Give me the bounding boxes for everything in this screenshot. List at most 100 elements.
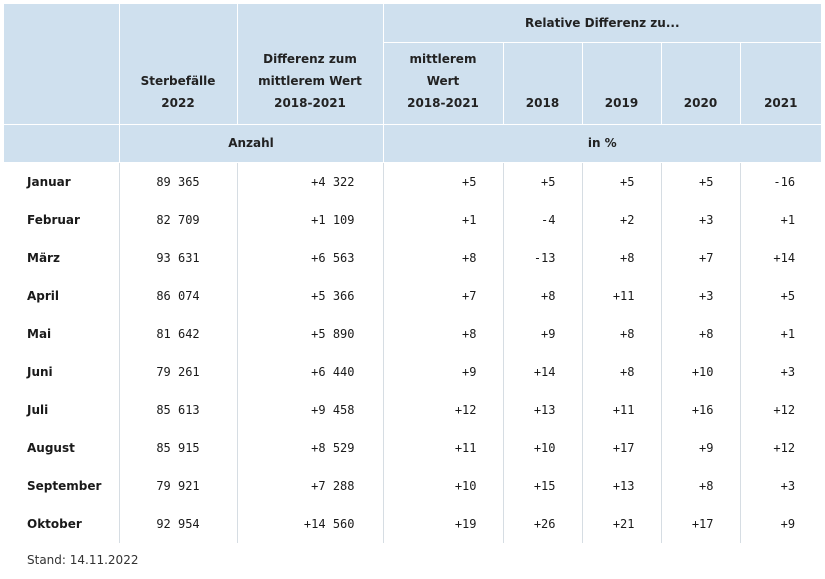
header-mittlerem-line1: mittlerem [409,51,477,66]
cell-difference: +8 529 [237,428,384,467]
cell-rel-2021: +3 [780,364,796,379]
cell-rel-mean: +10 [383,466,504,505]
cell-month: Juni [4,352,120,391]
cell-rel-2020: +16 [661,390,741,429]
cell-count: 92 954 [119,504,238,543]
header-unit-percent: in % [383,124,822,163]
header-year-2021: 2021 [740,42,822,125]
cell-rel-2019: +21 [582,504,662,543]
table-row: Oktober 92 954 +14 560 +19 +26 +21 +17 +9 [4,504,821,543]
header-year-2019: 2019 [582,42,662,125]
cell-count: 85 613 [119,390,238,429]
cell-rel-mean: +12 [383,390,504,429]
cell-rel-2021: -16 [773,174,796,189]
table-row: Juli 85 613 +9 458 +12 +13 +11 +16 +12 [4,390,821,429]
cell-rel-2018: -13 [503,238,583,277]
cell-rel-mean: +1 [383,200,504,239]
cell-rel-mean: +7 [383,276,504,315]
cell-rel-2018: -4 [503,200,583,239]
cell-month: Februar [4,200,120,239]
header-mittlerem-line3: 2018-2021 [407,95,479,110]
cell-rel-2018: +13 [503,390,583,429]
cell-count: 79 261 [119,352,238,391]
header-year-2020: 2020 [661,42,741,125]
table-row: Juni 79 261 +6 440 +9 +14 +8 +10 +3 [4,352,821,391]
header-unit-anzahl: Anzahl [119,124,384,163]
cell-rel-mean: +8 [383,238,504,277]
cell-month: Oktober [4,504,120,543]
cell-rel-2020: +5 [661,162,741,201]
cell-rel-2020: +3 [661,200,741,239]
header-relative-differenz: Relative Differenz zu... [383,4,822,43]
cell-count: 85 915 [119,428,238,467]
cell-rel-2021: +3 [780,478,796,493]
cell-difference: +4 322 [237,162,384,201]
cell-rel-2018: +9 [503,314,583,353]
cell-rel-2018: +5 [503,162,583,201]
cell-month: Januar [4,162,120,201]
cell-rel-2019: +2 [582,200,662,239]
cell-rel-mean: +8 [383,314,504,353]
cell-difference: +5 366 [237,276,384,315]
cell-count: 89 365 [119,162,238,201]
stand-date-note: Stand: 14.11.2022 [27,553,139,567]
header-sterbefaelle-line1: Sterbefälle [140,73,216,88]
cell-count: 93 631 [119,238,238,277]
header-corner-cell [4,4,120,125]
cell-rel-mean: +19 [383,504,504,543]
cell-difference: +1 109 [237,200,384,239]
cell-rel-2019: +17 [582,428,662,467]
cell-rel-2019: +13 [582,466,662,505]
cell-rel-2020: +9 [661,428,741,467]
cell-rel-2018: +15 [503,466,583,505]
cell-month: August [4,428,120,467]
cell-rel-2021: +1 [780,212,796,227]
table-row: März 93 631 +6 563 +8 -13 +8 +7 +14 [4,238,821,277]
cell-rel-2019: +8 [582,352,662,391]
cell-rel-2021: +14 [773,250,796,265]
cell-rel-2021: +12 [773,402,796,417]
header-unit-blank [4,124,120,163]
cell-difference: +7 288 [237,466,384,505]
cell-difference: +6 563 [237,238,384,277]
cell-count: 81 642 [119,314,238,353]
cell-rel-2018: +8 [503,276,583,315]
table-row: Mai 81 642 +5 890 +8 +9 +8 +8 +1 [4,314,821,353]
table-row: September 79 921 +7 288 +10 +15 +13 +8 +3 [4,466,821,505]
cell-rel-2019: +11 [582,390,662,429]
cell-rel-2019: +8 [582,314,662,353]
cell-rel-2018: +14 [503,352,583,391]
table-body: Januar 89 365 +4 322 +5 +5 +5 +5 -16 Februar 82 7… [4,162,821,543]
cell-rel-2020: +7 [661,238,741,277]
cell-rel-2018: +26 [503,504,583,543]
header-sterbefaelle-line2: 2022 [161,95,195,110]
header-differenz: Differenz zum mittlerem Wert 2018-2021 [237,4,384,125]
cell-rel-2019: +11 [582,276,662,315]
table-row: Februar 82 709 +1 109 +1 -4 +2 +3 +1 [4,200,821,239]
cell-rel-2021: +1 [780,326,796,341]
cell-rel-2021: +5 [780,288,796,303]
table-row: April 86 074 +5 366 +7 +8 +11 +3 +5 [4,276,821,315]
header-differenz-line2: mittlerem Wert [258,73,362,88]
header-mittlerem-line2: Wert [426,73,460,88]
death-statistics-table: Sterbefälle 2022 Differenz zum mittlerem… [4,4,822,543]
cell-rel-2020: +8 [661,466,741,505]
cell-month: Juli [4,390,120,429]
cell-rel-2019: +5 [582,162,662,201]
cell-count: 86 074 [119,276,238,315]
table-row: Januar 89 365 +4 322 +5 +5 +5 +5 -16 [4,162,821,201]
cell-month: März [4,238,120,277]
cell-month: April [4,276,120,315]
cell-rel-2020: +10 [661,352,741,391]
cell-difference: +14 560 [237,504,384,543]
table-row: August 85 915 +8 529 +11 +10 +17 +9 +12 [4,428,821,467]
cell-rel-mean: +5 [383,162,504,201]
header-mittlerem-wert: mittlerem Wert 2018-2021 [383,42,504,125]
cell-month: September [4,466,120,505]
cell-rel-2018: +10 [503,428,583,467]
cell-difference: +6 440 [237,352,384,391]
cell-rel-2019: +8 [582,238,662,277]
cell-difference: +9 458 [237,390,384,429]
cell-rel-mean: +11 [383,428,504,467]
cell-difference: +5 890 [237,314,384,353]
